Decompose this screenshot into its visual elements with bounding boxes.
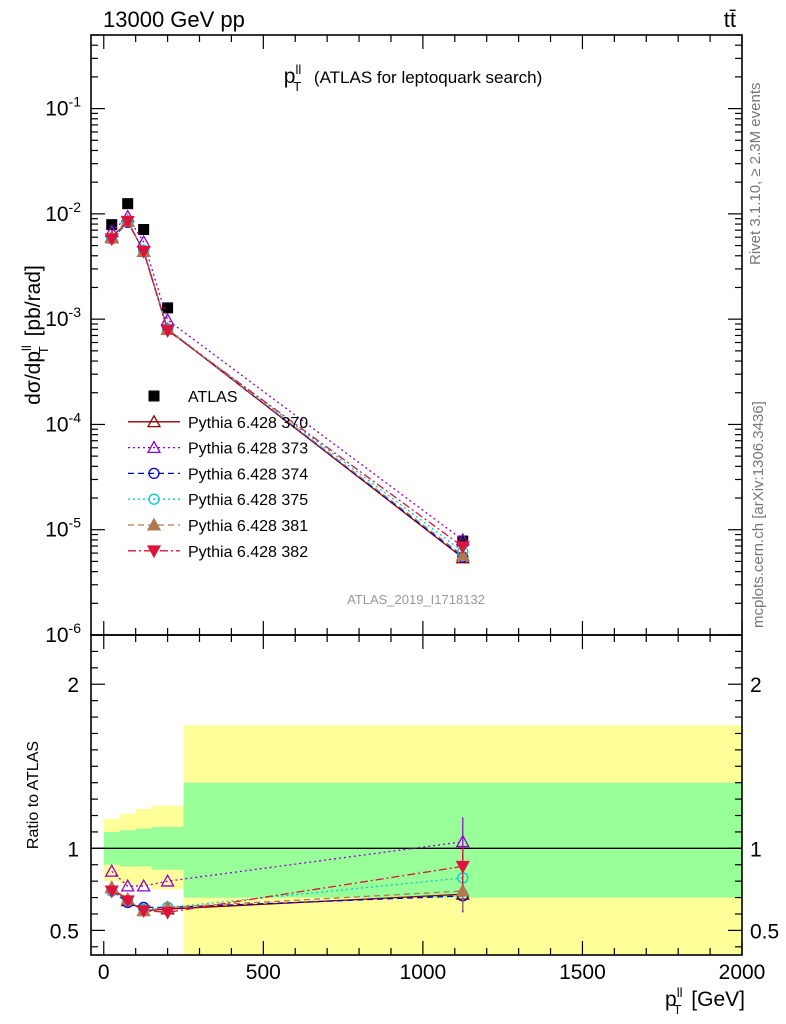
main-series-1 xyxy=(104,213,470,564)
legend-entry: ATLAS xyxy=(148,389,238,406)
series-line xyxy=(111,220,464,556)
data-point xyxy=(138,224,150,236)
data-point xyxy=(120,895,135,909)
rivet-label: Rivet 3.1.10, ≥ 2.3M events xyxy=(747,83,764,266)
data-point xyxy=(120,215,135,229)
legend-marker xyxy=(148,493,160,505)
legend-entry: Pythia 6.428 373 xyxy=(128,440,308,458)
y-tick-label: 10-6 xyxy=(45,620,81,647)
legend-entry: Pythia 6.428 381 xyxy=(128,517,308,535)
legend-label: Pythia 6.428 373 xyxy=(188,441,308,458)
y-tick-label: 0.5 xyxy=(50,920,79,943)
data-point xyxy=(104,863,119,877)
y-tick-label: 10-5 xyxy=(45,515,81,542)
data-point xyxy=(160,873,175,887)
legend-marker xyxy=(148,467,160,480)
data-point xyxy=(136,878,151,892)
y-tick-label: 2 xyxy=(67,674,79,697)
legend: ATLAS Pythia 6.428 370 Pythia 6.428 373 Pyt… xyxy=(128,389,308,561)
ratio-frame xyxy=(90,634,743,956)
main-y-axis-label: dσ/dpll T [pb/rad] xyxy=(19,265,51,405)
series-line xyxy=(111,887,463,912)
y-tick-label: 1 xyxy=(67,838,79,861)
legend-label: ATLAS xyxy=(188,389,238,406)
legend-entry: Pythia 6.428 382 xyxy=(128,544,308,561)
data-point xyxy=(104,885,119,899)
x-tick-label: 2000 xyxy=(719,961,766,984)
y-tick-label: 10-3 xyxy=(45,304,81,331)
y-tick-label-right: 0.5 xyxy=(750,920,779,943)
series-line xyxy=(111,890,463,909)
legend-entry: Pythia 6.428 374 xyxy=(128,466,308,483)
legend-marker xyxy=(146,414,162,428)
data-point xyxy=(120,878,135,892)
main-panel: 10-6 10-5 10-4 10-3 10-2 10-1 xyxy=(45,34,743,647)
beam-label: 13000 GeV pp xyxy=(103,7,245,32)
analysis-watermark: ATLAS_2019_I1718132 xyxy=(347,592,485,607)
data-point xyxy=(136,905,151,919)
plot-title: pll T (ATLAS for leptoquark search) xyxy=(284,62,543,94)
series-line xyxy=(111,220,464,548)
uncertainty-band-inner xyxy=(135,828,152,867)
x-tick-label: 500 xyxy=(246,961,281,984)
legend-marker xyxy=(146,440,162,454)
x-tick-label: 0 xyxy=(98,961,110,984)
legend-marker xyxy=(146,517,162,531)
main-series-6 xyxy=(104,215,470,555)
main-series-3 xyxy=(106,216,469,563)
data-point xyxy=(455,883,470,897)
legend-entry: Pythia 6.428 370 xyxy=(128,414,308,432)
data-point xyxy=(455,834,470,848)
y-tick-label-right: 2 xyxy=(750,674,762,697)
x-axis-label: pll T [GeV] xyxy=(665,985,745,1017)
data-point xyxy=(160,325,175,338)
ratio-y-axis-label: Ratio to ATLAS xyxy=(25,741,42,849)
mcplots-label: mcplots.cern.ch [arXiv:1306.3436] xyxy=(750,401,767,628)
data-point xyxy=(455,541,470,555)
y-tick-label: 10-4 xyxy=(45,409,81,436)
legend-label: Pythia 6.428 374 xyxy=(188,466,308,483)
series-line xyxy=(111,841,463,887)
y-tick-label: 10-2 xyxy=(45,199,81,226)
x-tick-label: 1000 xyxy=(400,961,447,984)
legend-label: Pythia 6.428 375 xyxy=(188,492,308,509)
y-tick-label-right: 1 xyxy=(750,838,762,861)
ratio-series-5 xyxy=(104,846,470,920)
data-point xyxy=(160,906,175,920)
ratio-panel: 0.5 0.5 1 1 2 2 0 500 1000 1500 2000 xyxy=(50,634,779,984)
main-x-ticks xyxy=(103,35,743,635)
y-tick-label: 10-1 xyxy=(45,94,81,121)
data-point xyxy=(122,198,134,210)
data-point xyxy=(104,233,119,247)
data-point xyxy=(162,302,174,314)
legend-marker xyxy=(148,390,160,402)
legend-label: Pythia 6.428 382 xyxy=(188,544,308,561)
ratio-y-ticks: 0.5 0.5 1 1 2 2 xyxy=(50,650,779,948)
main-y-ticks: 10-6 10-5 10-4 10-3 10-2 10-1 xyxy=(45,34,742,647)
legend-marker xyxy=(146,545,162,559)
data-point xyxy=(455,548,470,561)
legend-entry: Pythia 6.428 375 xyxy=(128,492,308,509)
data-point xyxy=(136,245,151,259)
series-line xyxy=(111,215,464,541)
x-tick-label: 1500 xyxy=(559,961,606,984)
data-point xyxy=(457,535,469,547)
ratio-x-ticks: 0 500 1000 1500 2000 xyxy=(98,635,765,984)
legend-label: Pythia 6.428 381 xyxy=(188,518,308,535)
legend-label: Pythia 6.428 370 xyxy=(188,415,308,432)
process-label: tt̄ xyxy=(724,7,736,32)
data-point xyxy=(455,860,470,874)
